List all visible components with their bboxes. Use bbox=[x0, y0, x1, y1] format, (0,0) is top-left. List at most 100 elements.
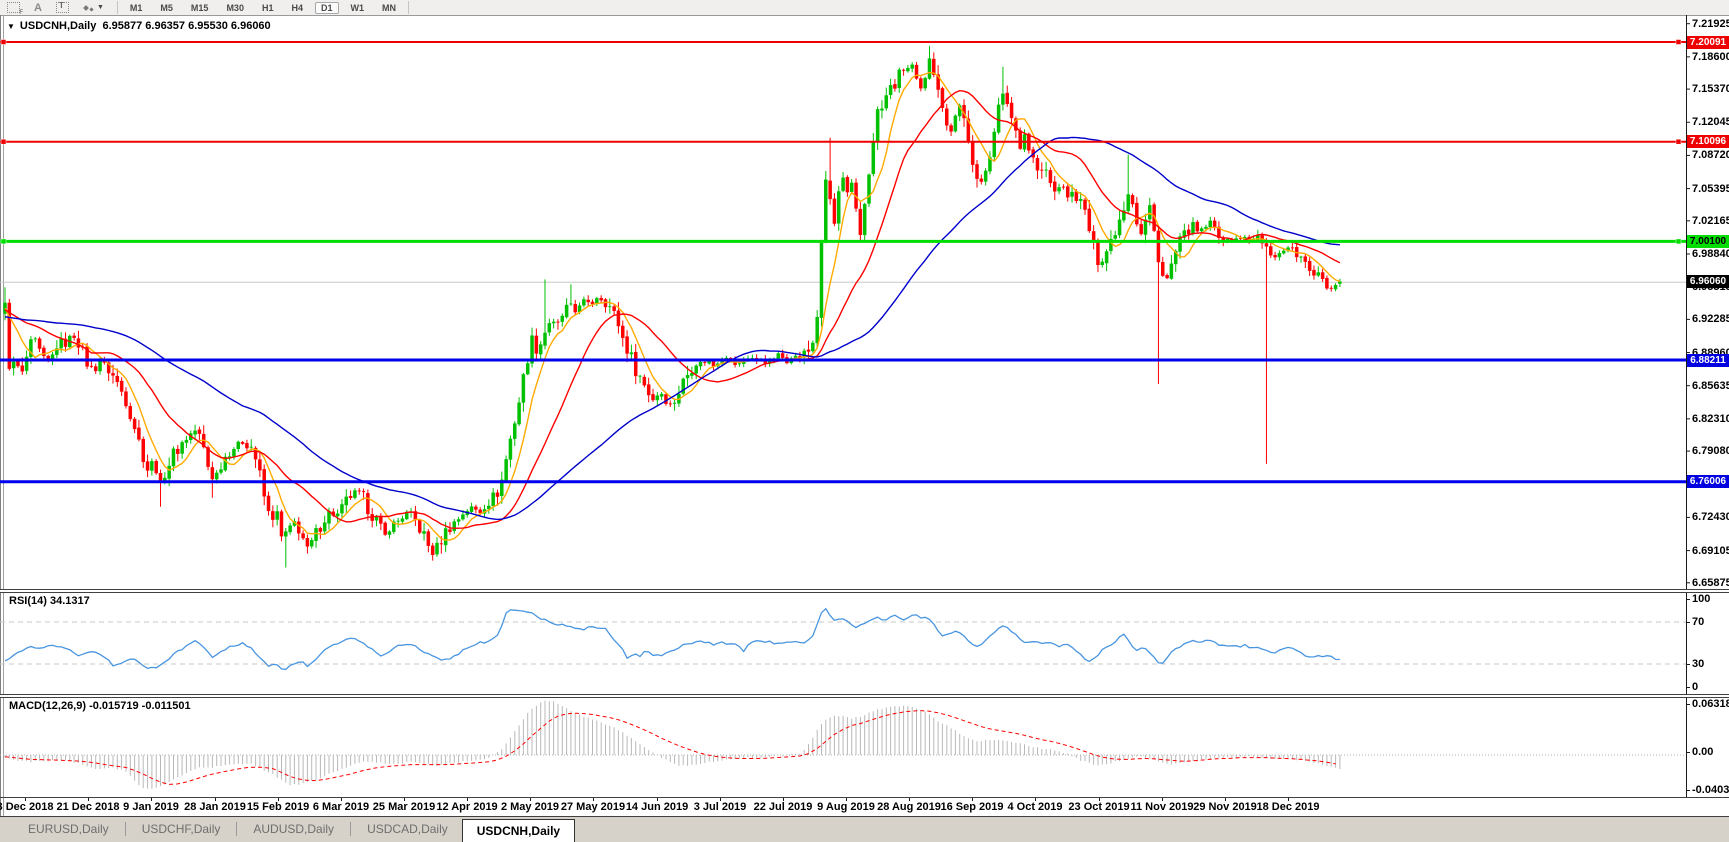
ma-fast-line bbox=[4, 71, 1341, 541]
date-axis-label: 9 Jan 2019 bbox=[123, 801, 179, 813]
timeframe-button-mn[interactable]: MN bbox=[382, 2, 396, 13]
price-badge: 6.96060 bbox=[1687, 275, 1729, 289]
price-tick-label: 7.02165 bbox=[1692, 214, 1729, 227]
date-axis-label: 28 Aug 2019 bbox=[877, 801, 941, 813]
date-axis-label: 3 Dec 2018 bbox=[0, 801, 54, 813]
timeframe-button-m15[interactable]: M15 bbox=[190, 2, 209, 13]
price-tick-label: 7.18600 bbox=[1692, 50, 1729, 63]
rsi-tick-label: 30 bbox=[1692, 658, 1705, 670]
ohlc-values: 6.95877 6.96357 6.95530 6.96060 bbox=[102, 20, 271, 32]
rsi-tick-label: 0 bbox=[1692, 681, 1699, 693]
price-tick-label: 6.65875 bbox=[1692, 576, 1729, 589]
rsi-line bbox=[4, 607, 1340, 671]
date-axis-label: 2 May 2019 bbox=[500, 801, 560, 813]
chart-title: ▼ USDCNH,Daily 6.95877 6.96357 6.95530 6.… bbox=[7, 20, 271, 32]
price-tick-label: 6.69105 bbox=[1692, 544, 1729, 557]
timeframe-button-m30[interactable]: M30 bbox=[226, 2, 244, 13]
ma-mid-line bbox=[4, 89, 1341, 530]
price-tick-label: 7.12045 bbox=[1692, 116, 1729, 129]
macd-label: MACD(12,26,9) -0.015719 -0.011501 bbox=[9, 700, 191, 712]
macd-tick-label: 0.063184 bbox=[1692, 698, 1729, 710]
timeframe-buttons: M1 M5 M15 M30 H1 H4 D1 W1 MN bbox=[124, 1, 402, 14]
date-axis-label: 28 Jan 2019 bbox=[184, 801, 246, 813]
tab-usdchf-daily[interactable]: USDCHF,Daily bbox=[141, 822, 221, 836]
timeframe-button-h1[interactable]: H1 bbox=[261, 2, 274, 13]
date-axis-label: 22 Jul 2019 bbox=[753, 801, 813, 813]
horizontal-lines-layer[interactable] bbox=[0, 39, 1686, 484]
macd-tick-label: 0.00 bbox=[1692, 746, 1714, 758]
timeframe-button-w1[interactable]: W1 bbox=[350, 2, 365, 13]
price-badge: 7.20091 bbox=[1687, 35, 1729, 49]
date-axis-label: 29 Nov 2019 bbox=[1193, 801, 1257, 813]
timeframe-button-m5[interactable]: M5 bbox=[160, 2, 173, 13]
date-axis-label: 9 Aug 2019 bbox=[817, 801, 875, 813]
price-tick-label: 7.21925 bbox=[1692, 17, 1729, 30]
tab-separator bbox=[350, 822, 352, 836]
rsi-pane-layer bbox=[0, 607, 1686, 671]
tab-separator bbox=[124, 822, 126, 836]
symbol-name: USDCNH,Daily bbox=[19, 20, 97, 32]
tab-usdcnh-daily[interactable]: USDCNH,Daily bbox=[461, 819, 576, 842]
price-badge: 7.10096 bbox=[1687, 135, 1729, 149]
ma-slow-line bbox=[4, 136, 1340, 521]
rsi-label: RSI(14) 34.1317 bbox=[9, 595, 90, 607]
price-badge: 6.76006 bbox=[1687, 475, 1729, 489]
pane-separator-rsi-macd[interactable] bbox=[0, 694, 1729, 698]
date-axis-label: 11 Nov 2019 bbox=[1130, 801, 1194, 813]
chart-properties-icon[interactable]: F bbox=[7, 2, 23, 16]
date-axis-label: 4 Oct 2019 bbox=[1007, 801, 1063, 813]
top-toolbar: F A T ▼ M1 M5 M15 M30 H1 H4 D1 W1 MN bbox=[0, 0, 1729, 16]
price-badge: 7.00100 bbox=[1687, 234, 1729, 248]
price-tick-label: 6.82310 bbox=[1692, 412, 1729, 425]
macd-tick-label: -0.040355 bbox=[1692, 784, 1729, 796]
candles-layer[interactable] bbox=[3, 45, 1342, 568]
price-tick-label: 6.85635 bbox=[1692, 379, 1729, 392]
tab-eurusd-daily[interactable]: EURUSD,Daily bbox=[28, 822, 109, 836]
date-axis-label: 16 Sep 2019 bbox=[940, 801, 1004, 813]
timeframe-button-d1[interactable]: D1 bbox=[314, 1, 339, 14]
toolbar-separator bbox=[116, 1, 118, 14]
price-badge: 6.88211 bbox=[1687, 353, 1729, 367]
axis-ticks-layer bbox=[25, 23, 1690, 801]
dropdown-caret-icon[interactable]: ▼ bbox=[96, 4, 104, 11]
date-axis-label: 12 Apr 2019 bbox=[436, 801, 498, 813]
timeframe-button-m1[interactable]: M1 bbox=[129, 2, 143, 13]
date-axis-label: 3 Jul 2019 bbox=[693, 801, 747, 813]
chart-tab-bar: EURUSD,Daily USDCHF,Daily AUDUSD,Daily USDC… bbox=[0, 816, 1729, 842]
text-label-tool-icon[interactable]: T bbox=[55, 1, 69, 14]
price-axis-border bbox=[1686, 15, 1687, 798]
date-axis-label: 27 May 2019 bbox=[560, 801, 626, 813]
macd-signal-line bbox=[4, 710, 1336, 785]
pane-separator-main-rsi[interactable] bbox=[0, 589, 1729, 593]
date-axis-label: 6 Mar 2019 bbox=[312, 801, 370, 813]
price-tick-label: 7.08720 bbox=[1692, 149, 1729, 162]
price-tick-label: 7.05395 bbox=[1692, 182, 1729, 195]
toolbar-separator bbox=[408, 1, 409, 14]
date-axis-label: 18 Dec 2019 bbox=[1256, 801, 1320, 813]
price-tick-label: 6.72430 bbox=[1692, 511, 1729, 524]
price-tick-label: 6.92285 bbox=[1692, 313, 1729, 326]
price-tick-label: 6.79080 bbox=[1692, 445, 1729, 458]
date-axis-label: 23 Oct 2019 bbox=[1068, 801, 1130, 813]
tab-usdcad-daily[interactable]: USDCAD,Daily bbox=[367, 822, 448, 836]
timeframe-button-h4[interactable]: H4 bbox=[291, 2, 303, 13]
pane-separator-macd-date bbox=[0, 797, 1729, 798]
moving-averages-layer bbox=[4, 71, 1341, 541]
macd-pane-layer bbox=[0, 700, 1686, 789]
window-border bbox=[3, 15, 4, 816]
font-tool-icon[interactable]: A bbox=[34, 1, 42, 14]
tab-separator bbox=[236, 822, 238, 836]
object-tool-icon[interactable]: ▼ bbox=[83, 2, 104, 14]
tab-audusd-daily[interactable]: AUDUSD,Daily bbox=[253, 822, 335, 836]
date-axis-label: 14 Jun 2019 bbox=[625, 801, 689, 813]
date-axis-label: 21 Dec 2018 bbox=[56, 801, 120, 813]
macd-histogram bbox=[4, 700, 1341, 789]
symbol-dropdown-icon[interactable]: ▼ bbox=[7, 22, 15, 31]
price-tick-label: 7.15370 bbox=[1692, 83, 1729, 96]
rsi-tick-label: 70 bbox=[1692, 616, 1705, 628]
rsi-tick-label: 100 bbox=[1692, 593, 1711, 605]
date-axis-label: 25 Mar 2019 bbox=[372, 801, 436, 813]
price-tick-label: 6.98840 bbox=[1692, 247, 1729, 260]
date-axis-label: 15 Feb 2019 bbox=[246, 801, 310, 813]
